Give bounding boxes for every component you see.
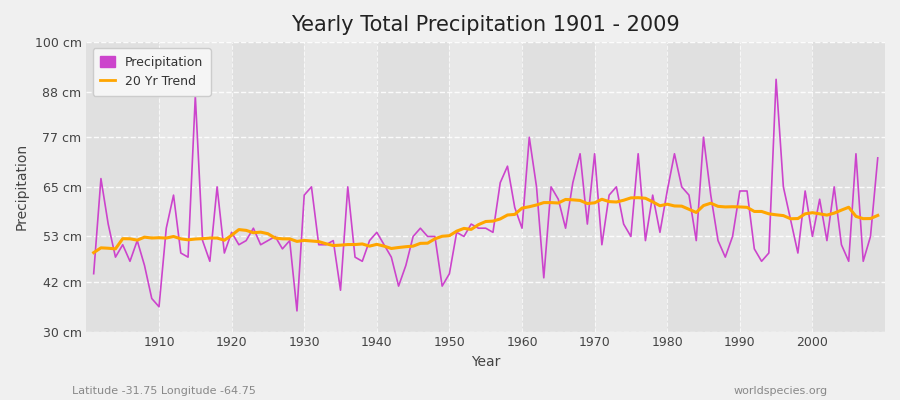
Precipitation: [147, 296, 158, 301]
20 Yr Trend: [306, 239, 317, 244]
Bar: [449, 42, 522, 332]
Y-axis label: Precipitation: Precipitation: [15, 143, 29, 230]
Bar: [595, 42, 667, 332]
Precipitation: [517, 226, 527, 231]
Bar: [86, 42, 159, 332]
20 Yr Trend: [509, 212, 520, 217]
Bar: [377, 42, 449, 332]
Precipitation: [872, 156, 883, 160]
Bar: [159, 42, 231, 332]
Precipitation: [357, 259, 368, 264]
Bar: [231, 42, 304, 332]
20 Yr Trend: [872, 213, 883, 218]
20 Yr Trend: [633, 195, 643, 200]
Precipitation: [292, 308, 302, 313]
X-axis label: Year: Year: [471, 355, 500, 369]
Precipitation: [313, 242, 324, 247]
20 Yr Trend: [88, 250, 99, 255]
20 Yr Trend: [517, 206, 527, 210]
Line: Precipitation: Precipitation: [94, 79, 878, 311]
Precipitation: [611, 184, 622, 189]
Precipitation: [770, 77, 781, 82]
Bar: [740, 42, 813, 332]
Line: 20 Yr Trend: 20 Yr Trend: [94, 198, 878, 253]
Text: worldspecies.org: worldspecies.org: [734, 386, 828, 396]
Title: Yearly Total Precipitation 1901 - 2009: Yearly Total Precipitation 1901 - 2009: [292, 15, 680, 35]
Legend: Precipitation, 20 Yr Trend: Precipitation, 20 Yr Trend: [93, 48, 211, 96]
20 Yr Trend: [147, 236, 158, 240]
20 Yr Trend: [604, 199, 615, 204]
Bar: [667, 42, 740, 332]
Bar: [522, 42, 595, 332]
Bar: [813, 42, 885, 332]
Precipitation: [88, 271, 99, 276]
Precipitation: [524, 135, 535, 140]
Bar: [304, 42, 377, 332]
20 Yr Trend: [349, 242, 360, 247]
Text: Latitude -31.75 Longitude -64.75: Latitude -31.75 Longitude -64.75: [72, 386, 256, 396]
